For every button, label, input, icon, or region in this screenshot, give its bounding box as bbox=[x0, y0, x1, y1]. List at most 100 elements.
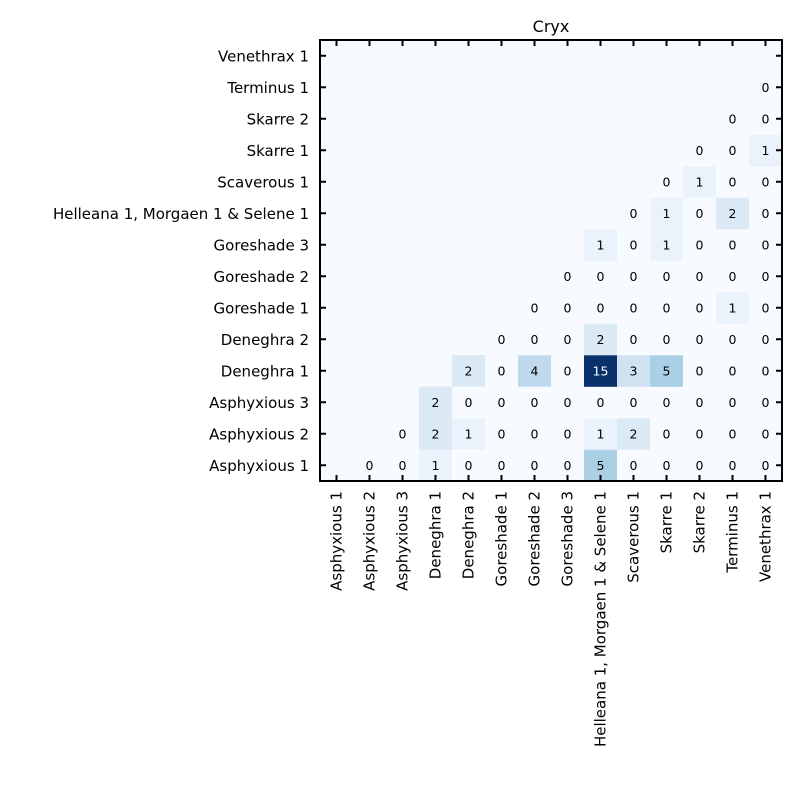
cell-value-label: 0 bbox=[696, 363, 704, 378]
cell-value-label: 0 bbox=[762, 426, 770, 441]
cell-value-label: 0 bbox=[729, 237, 737, 252]
y-tick-label: Skarre 2 bbox=[247, 110, 309, 128]
y-tick-label: Venethrax 1 bbox=[218, 47, 309, 65]
x-tick-label: Deneghra 2 bbox=[460, 491, 478, 579]
y-tick-label: Scaverous 1 bbox=[217, 173, 309, 191]
heatmap-cell bbox=[650, 323, 684, 356]
cell-value-label: 0 bbox=[729, 363, 737, 378]
cell-value-label: 2 bbox=[630, 426, 638, 441]
cell-value-label: 0 bbox=[597, 300, 605, 315]
heatmap-cell bbox=[551, 323, 585, 356]
cell-value-label: 0 bbox=[762, 174, 770, 189]
y-axis-tick-labels: Asphyxious 1 Asphyxious 2 Asphyxious 3 Dene… bbox=[53, 47, 309, 475]
heatmap-cell bbox=[518, 355, 552, 387]
heatmap-cell bbox=[683, 292, 717, 324]
cell-value-label: 5 bbox=[663, 363, 671, 378]
cell-value-label: 0 bbox=[366, 458, 374, 473]
chart-title: Cryx bbox=[533, 17, 570, 36]
heatmap-cell bbox=[551, 386, 585, 419]
cell-value-label: 0 bbox=[630, 395, 638, 410]
cell-value-label: 0 bbox=[762, 300, 770, 315]
heatmap-cell bbox=[617, 197, 651, 230]
heatmap-cell bbox=[683, 323, 717, 356]
cell-value-label: 0 bbox=[762, 269, 770, 284]
heatmap-cell bbox=[716, 134, 750, 167]
x-tick-label: Goreshade 1 bbox=[493, 491, 511, 586]
cell-value-label: 0 bbox=[399, 458, 407, 473]
x-tick-label: Terminus 1 bbox=[724, 491, 742, 574]
x-tick-label: Skarre 1 bbox=[658, 491, 676, 553]
heatmap-cell bbox=[650, 229, 684, 261]
cell-value-label: 0 bbox=[696, 269, 704, 284]
cell-value-label: 0 bbox=[498, 458, 506, 473]
cell-value-label: 1 bbox=[597, 237, 605, 252]
heatmap-cell bbox=[584, 229, 618, 261]
x-tick-label: Goreshade 2 bbox=[526, 491, 544, 586]
cell-value-label: 0 bbox=[630, 237, 638, 252]
heatmap-cell bbox=[551, 418, 585, 450]
heatmap-cell bbox=[419, 418, 453, 450]
cell-value-label: 0 bbox=[762, 111, 770, 126]
y-tick-label: Goreshade 1 bbox=[214, 299, 309, 317]
x-axis-tick-labels: Asphyxious 1 Asphyxious 2 Asphyxious 3 Dene… bbox=[328, 491, 775, 747]
heatmap-cell bbox=[716, 260, 750, 293]
cell-value-label: 0 bbox=[729, 269, 737, 284]
heatmap-cell bbox=[551, 355, 585, 387]
cell-value-label: 0 bbox=[531, 426, 539, 441]
cell-value-label: 0 bbox=[696, 143, 704, 158]
cell-value-label: 2 bbox=[729, 206, 737, 221]
y-tick-label: Deneghra 1 bbox=[221, 362, 309, 380]
heatmap-cell bbox=[584, 260, 618, 293]
heatmap-cell bbox=[683, 386, 717, 419]
heatmap-cell bbox=[584, 292, 618, 324]
heatmap-cell bbox=[683, 355, 717, 387]
cell-value-label: 0 bbox=[663, 332, 671, 347]
heatmap-cell bbox=[650, 260, 684, 293]
heatmap-cell bbox=[485, 418, 519, 450]
heatmap-cell bbox=[617, 418, 651, 450]
heatmap-cell bbox=[716, 386, 750, 419]
heatmap-cell bbox=[551, 292, 585, 324]
heatmap-cell bbox=[518, 323, 552, 356]
cell-value-label: 0 bbox=[564, 458, 572, 473]
heatmap-cell bbox=[452, 355, 486, 387]
heatmap-cell bbox=[716, 355, 750, 387]
cell-value-label: 1 bbox=[729, 300, 737, 315]
heatmap-cell bbox=[617, 386, 651, 419]
cell-value-label: 0 bbox=[696, 458, 704, 473]
cell-value-label: 0 bbox=[729, 332, 737, 347]
cell-value-label: 0 bbox=[696, 395, 704, 410]
heatmap-cell bbox=[650, 166, 684, 198]
heatmap-cell bbox=[485, 355, 519, 387]
heatmap-cell bbox=[716, 197, 750, 230]
cell-value-label: 0 bbox=[531, 458, 539, 473]
heatmap-cell bbox=[518, 386, 552, 419]
heatmap-cell bbox=[716, 166, 750, 198]
cell-value-label: 0 bbox=[729, 426, 737, 441]
heatmap-cell bbox=[551, 260, 585, 293]
cell-value-label: 0 bbox=[729, 395, 737, 410]
cell-value-label: 0 bbox=[696, 300, 704, 315]
heatmap-cell bbox=[518, 292, 552, 324]
heatmap-cell bbox=[617, 260, 651, 293]
cell-value-label: 0 bbox=[729, 174, 737, 189]
y-tick-label: Asphyxious 1 bbox=[209, 457, 309, 475]
heatmap-cell bbox=[683, 418, 717, 450]
cell-value-label: 1 bbox=[663, 237, 671, 252]
heatmap-cell bbox=[650, 355, 684, 387]
plot-frame bbox=[319, 39, 783, 482]
cell-value-label: 0 bbox=[729, 458, 737, 473]
x-tick-label: Skarre 2 bbox=[691, 491, 709, 553]
cell-value-label: 2 bbox=[432, 395, 440, 410]
cell-value-label: 0 bbox=[531, 395, 539, 410]
heatmap-cell bbox=[452, 418, 486, 450]
cell-value-label: 0 bbox=[696, 237, 704, 252]
cell-value-label: 0 bbox=[630, 458, 638, 473]
heatmap-cell bbox=[584, 355, 618, 387]
y-tick-label: Goreshade 2 bbox=[214, 268, 309, 286]
cell-value-label: 0 bbox=[762, 458, 770, 473]
y-tick-label: Asphyxious 3 bbox=[209, 394, 309, 412]
cell-value-label: 0 bbox=[630, 332, 638, 347]
cell-value-label: 0 bbox=[498, 395, 506, 410]
cell-value-label: 0 bbox=[762, 363, 770, 378]
